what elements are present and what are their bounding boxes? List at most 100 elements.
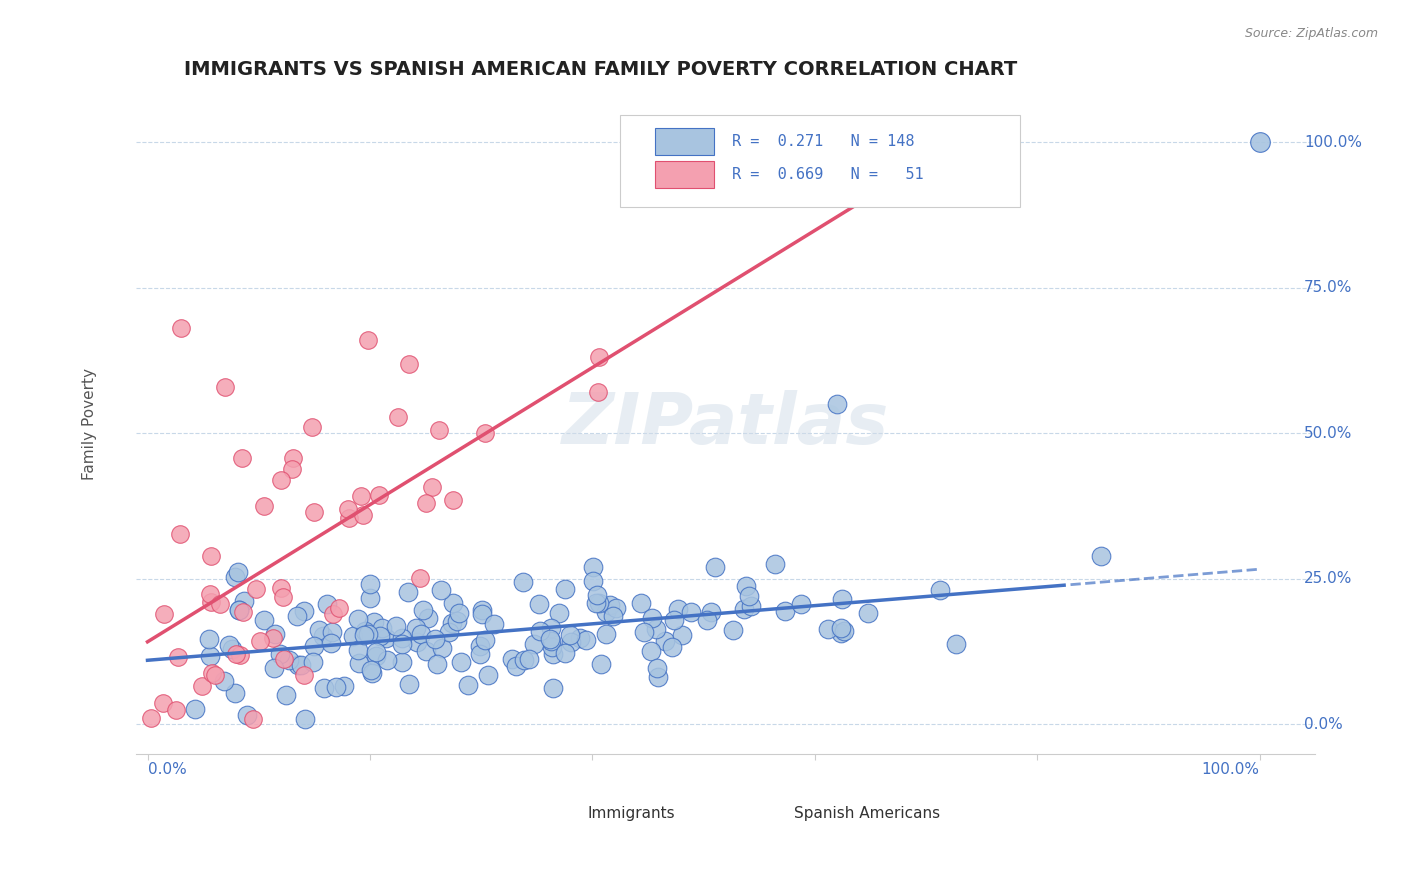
Point	[197, 632, 219, 647]
Point	[696, 614, 718, 628]
Point	[585, 596, 607, 610]
Point	[167, 649, 190, 664]
Point	[773, 604, 796, 618]
Point	[391, 655, 413, 669]
Point	[477, 668, 499, 682]
Point	[586, 588, 609, 602]
Text: 0.0%: 0.0%	[148, 763, 186, 777]
Point	[548, 606, 571, 620]
Point	[582, 574, 605, 588]
Point	[225, 647, 247, 661]
Point	[671, 628, 693, 642]
Point	[666, 602, 689, 616]
Point	[252, 499, 274, 513]
Point	[165, 703, 187, 717]
Point	[441, 596, 464, 610]
Point	[426, 657, 449, 671]
Text: ZIPatlas: ZIPatlas	[562, 390, 890, 459]
Point	[740, 599, 762, 614]
Point	[321, 635, 343, 649]
Point	[654, 634, 676, 648]
Point	[591, 657, 613, 672]
Point	[368, 629, 391, 643]
Point	[1090, 549, 1112, 563]
Point	[274, 689, 297, 703]
Point	[733, 602, 755, 616]
Point	[152, 697, 174, 711]
Point	[429, 582, 451, 597]
Point	[273, 652, 295, 666]
Point	[232, 594, 254, 608]
Point	[359, 591, 381, 605]
Point	[505, 658, 527, 673]
Point	[640, 644, 662, 658]
Point	[285, 609, 308, 624]
Point	[831, 592, 853, 607]
Point	[349, 656, 371, 670]
Point	[364, 649, 387, 664]
Point	[457, 677, 479, 691]
Text: 50.0%: 50.0%	[1303, 425, 1353, 441]
Point	[790, 597, 813, 611]
Point	[602, 609, 624, 624]
Point	[447, 606, 470, 620]
Point	[245, 582, 267, 596]
Point	[830, 621, 852, 635]
Point	[231, 450, 253, 465]
Point	[283, 451, 305, 466]
Point	[359, 576, 381, 591]
Point	[398, 677, 420, 691]
Point	[423, 632, 446, 646]
Text: Immigrants: Immigrants	[588, 806, 675, 822]
Point	[538, 632, 561, 646]
Point	[560, 634, 582, 648]
Point	[141, 711, 163, 725]
Point	[347, 612, 370, 626]
Point	[270, 581, 292, 595]
Point	[412, 602, 434, 616]
Point	[232, 606, 254, 620]
Point	[229, 648, 252, 663]
Point	[224, 570, 246, 584]
Point	[212, 674, 235, 689]
FancyBboxPatch shape	[620, 115, 1021, 207]
Point	[252, 613, 274, 627]
Point	[363, 615, 385, 629]
Point	[356, 627, 378, 641]
Point	[360, 663, 382, 677]
Point	[662, 613, 685, 627]
Point	[1249, 135, 1271, 149]
Point	[169, 526, 191, 541]
FancyBboxPatch shape	[768, 802, 803, 818]
Point	[200, 595, 222, 609]
Point	[278, 653, 301, 667]
Point	[763, 558, 786, 572]
FancyBboxPatch shape	[531, 802, 567, 818]
Point	[630, 596, 652, 610]
Point	[471, 603, 494, 617]
Point	[415, 496, 437, 510]
Point	[262, 632, 284, 646]
Point	[281, 462, 304, 476]
Point	[834, 624, 856, 638]
Point	[540, 621, 562, 635]
Point	[214, 379, 236, 393]
Point	[218, 638, 240, 652]
Point	[450, 655, 472, 669]
Point	[321, 624, 343, 639]
Point	[554, 582, 576, 597]
Point	[236, 707, 259, 722]
Point	[443, 493, 465, 508]
Point	[302, 505, 325, 519]
Point	[308, 623, 330, 637]
Text: Family Poverty: Family Poverty	[82, 368, 97, 481]
Point	[595, 627, 617, 641]
Point	[554, 646, 576, 660]
Point	[641, 611, 664, 625]
Point	[337, 511, 360, 525]
Point	[415, 644, 437, 658]
FancyBboxPatch shape	[655, 161, 714, 187]
Point	[204, 668, 226, 682]
Point	[228, 603, 250, 617]
Point	[703, 560, 725, 574]
